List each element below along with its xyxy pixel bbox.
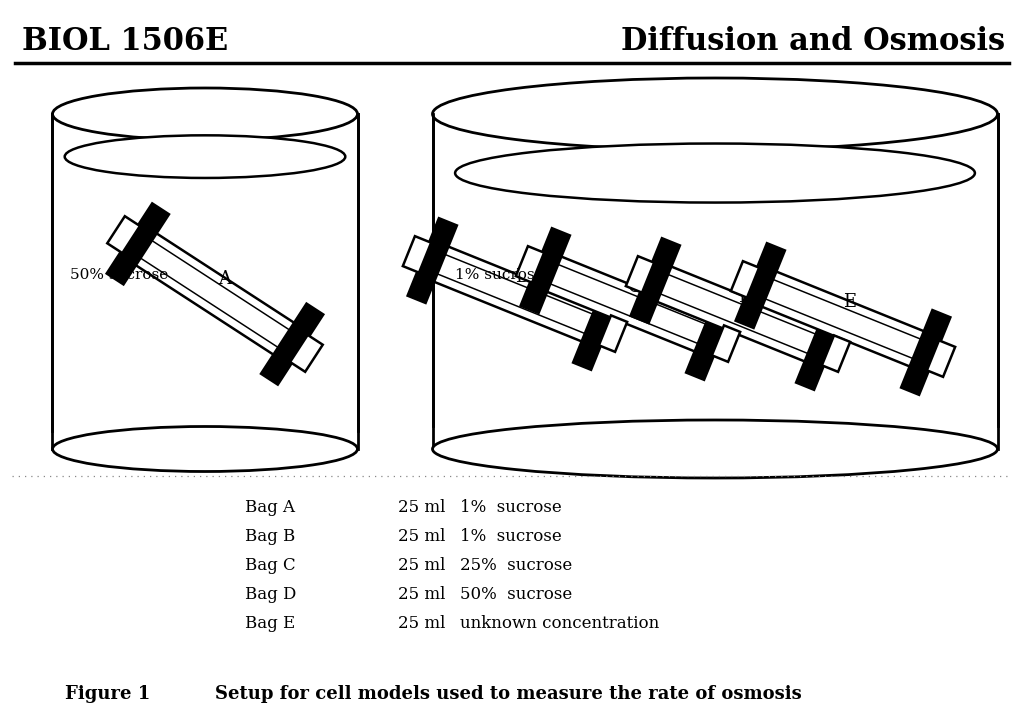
Polygon shape — [641, 260, 835, 368]
Polygon shape — [106, 203, 169, 284]
Text: Bag D: Bag D — [245, 586, 296, 603]
Bar — [52, 114, 357, 449]
Polygon shape — [712, 325, 740, 362]
Text: 50%  sucrose: 50% sucrose — [460, 586, 572, 603]
Text: 25 ml: 25 ml — [397, 586, 445, 603]
Polygon shape — [735, 243, 785, 328]
Ellipse shape — [52, 88, 357, 140]
Polygon shape — [927, 340, 955, 377]
Polygon shape — [121, 224, 309, 364]
Polygon shape — [108, 216, 140, 253]
Polygon shape — [631, 238, 680, 323]
Text: 25 ml: 25 ml — [397, 499, 445, 516]
Bar — [432, 114, 997, 449]
Text: Diffusion and Osmosis: Diffusion and Osmosis — [621, 26, 1005, 57]
Text: Bag B: Bag B — [245, 528, 295, 545]
Ellipse shape — [432, 420, 997, 478]
Text: C: C — [628, 278, 642, 296]
Text: E: E — [843, 293, 856, 311]
Polygon shape — [520, 228, 570, 313]
Text: Bag E: Bag E — [245, 615, 295, 632]
Text: 25 ml: 25 ml — [397, 557, 445, 574]
Ellipse shape — [432, 78, 997, 150]
Polygon shape — [408, 218, 457, 303]
Polygon shape — [290, 335, 323, 372]
Polygon shape — [745, 265, 940, 373]
Polygon shape — [822, 335, 850, 372]
Polygon shape — [261, 304, 324, 384]
Polygon shape — [626, 256, 654, 293]
Polygon shape — [901, 310, 950, 395]
Text: Bag C: Bag C — [245, 557, 296, 574]
Polygon shape — [731, 261, 759, 298]
Text: Bag A: Bag A — [245, 499, 295, 516]
Text: 25 ml: 25 ml — [397, 615, 445, 632]
Text: Setup for cell models used to measure the rate of osmosis: Setup for cell models used to measure th… — [215, 685, 802, 703]
Text: 1%  sucrose: 1% sucrose — [460, 528, 562, 545]
Polygon shape — [531, 250, 725, 358]
Ellipse shape — [455, 143, 975, 203]
Polygon shape — [796, 305, 846, 390]
Ellipse shape — [52, 427, 357, 472]
Text: 1% sucrose: 1% sucrose — [455, 267, 544, 282]
Polygon shape — [418, 240, 612, 348]
Text: BIOL 1506E: BIOL 1506E — [22, 26, 228, 57]
Polygon shape — [516, 246, 544, 283]
Text: B: B — [515, 268, 528, 286]
Text: D: D — [737, 288, 752, 306]
Text: A: A — [218, 270, 231, 288]
Text: unknown concentration: unknown concentration — [460, 615, 659, 632]
Text: Figure 1: Figure 1 — [65, 685, 151, 703]
Polygon shape — [686, 295, 735, 380]
Text: 1%  sucrose: 1% sucrose — [460, 499, 562, 516]
Text: 25 ml: 25 ml — [397, 528, 445, 545]
Text: 50% sucrose: 50% sucrose — [70, 267, 168, 282]
Polygon shape — [599, 315, 627, 352]
Polygon shape — [402, 236, 431, 273]
Ellipse shape — [65, 136, 345, 178]
Polygon shape — [573, 285, 623, 370]
Text: 25%  sucrose: 25% sucrose — [460, 557, 572, 574]
